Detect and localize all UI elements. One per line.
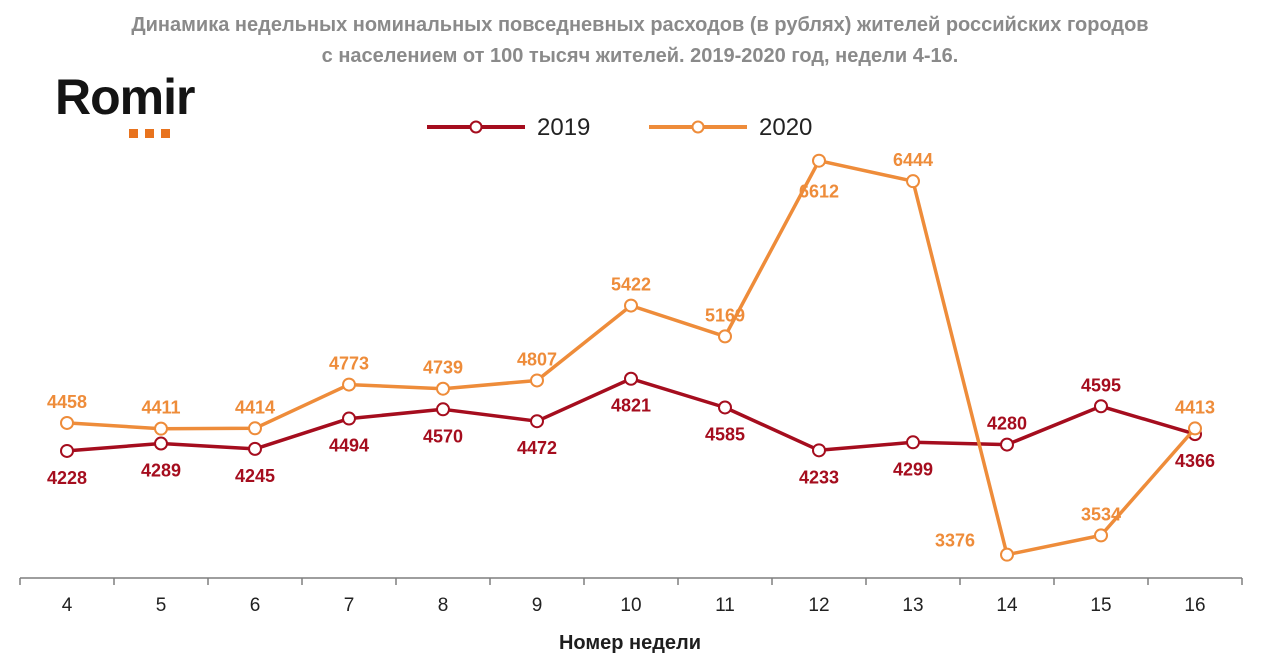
legend-marker-2020	[649, 120, 747, 134]
data-point-2019	[154, 436, 168, 451]
x-tick-label: 10	[620, 595, 641, 616]
x-tick-label: 4	[62, 595, 73, 616]
data-label-2019: 4366	[1175, 451, 1215, 471]
data-point-2020	[1188, 421, 1202, 436]
data-label-2019: 4821	[611, 396, 651, 416]
chart-title: Динамика недельных номинальных повседнев…	[0, 10, 1280, 72]
data-point-2020	[436, 381, 450, 396]
data-label-2019: 4595	[1081, 375, 1121, 395]
data-label-2020: 5422	[611, 275, 651, 295]
data-point-2019	[342, 411, 356, 426]
legend-marker-2019	[427, 120, 525, 134]
x-tick-label: 11	[715, 595, 735, 616]
data-label-2019: 4228	[47, 468, 87, 488]
data-point-2019	[624, 371, 638, 386]
chart-title-line-1: Динамика недельных номинальных повседнев…	[131, 14, 1149, 36]
data-point-2020	[624, 298, 638, 313]
data-point-2019	[812, 443, 826, 458]
data-point-2020	[906, 174, 920, 189]
x-tick-label: 8	[438, 595, 449, 616]
x-tick-label: 13	[902, 595, 923, 616]
data-label-2019: 4245	[235, 466, 275, 486]
data-label-2020: 3376	[935, 531, 975, 551]
data-point-2019	[906, 435, 920, 450]
data-point-2020	[60, 415, 74, 430]
data-point-2020	[1000, 547, 1014, 562]
logo-dots	[129, 125, 177, 143]
data-point-2019	[1094, 399, 1108, 414]
data-label-2020: 4413	[1175, 397, 1215, 417]
x-tick-label: 12	[808, 595, 829, 616]
data-label-2020: 4739	[423, 358, 463, 378]
data-label-2019: 4494	[329, 436, 369, 456]
data-point-2020	[1094, 528, 1108, 543]
data-point-2020	[530, 373, 544, 388]
x-tick-label: 7	[344, 595, 355, 616]
x-tick-label: 9	[532, 595, 543, 616]
data-point-2019	[60, 443, 74, 458]
legend-label-2020: 2020	[759, 114, 813, 141]
romir-logo: Romir	[55, 69, 195, 138]
x-tick-label: 16	[1184, 595, 1205, 616]
data-label-2020: 3534	[1081, 504, 1121, 524]
data-point-2019	[436, 402, 450, 417]
data-label-2019: 4233	[799, 467, 839, 487]
data-label-2019: 4299	[893, 459, 933, 479]
data-label-2019: 4280	[987, 414, 1027, 434]
data-label-2019: 4472	[517, 438, 557, 458]
data-point-2019	[718, 400, 732, 415]
logo-text: Romir	[55, 69, 195, 125]
x-tick-label: 5	[156, 595, 167, 616]
series-line-2020	[66, 158, 1197, 557]
data-label-2019: 4289	[141, 461, 181, 481]
data-label-2020: 6444	[893, 150, 933, 170]
legend-label-2019: 2019	[537, 114, 591, 141]
x-tick-label: 15	[1090, 595, 1111, 616]
data-label-2020: 4807	[517, 349, 557, 369]
data-label-2020: 4414	[235, 397, 275, 417]
data-point-2020	[154, 421, 168, 436]
data-label-2020: 4773	[329, 354, 369, 374]
data-label-2020: 4411	[141, 398, 180, 418]
data-point-2020	[718, 329, 732, 344]
data-point-2020	[342, 377, 356, 392]
x-tick-label: 6	[250, 595, 261, 616]
chart-title-line-2: с населением от 100 тысяч жителей. 2019-…	[321, 45, 959, 67]
data-label-2019: 4570	[423, 426, 463, 446]
data-point-2020	[812, 153, 826, 168]
data-point-2020	[248, 421, 262, 436]
data-label-2020: 5169	[705, 305, 745, 325]
x-tick-label: 14	[996, 595, 1018, 616]
data-label-2019: 4585	[705, 424, 745, 444]
data-label-2020: 4458	[47, 392, 87, 412]
x-axis-title: Номер недели	[558, 632, 702, 654]
data-label-2020: 6612	[799, 182, 839, 202]
data-point-2019	[530, 414, 544, 429]
data-point-2019	[248, 441, 262, 456]
data-point-2019	[1000, 437, 1014, 452]
